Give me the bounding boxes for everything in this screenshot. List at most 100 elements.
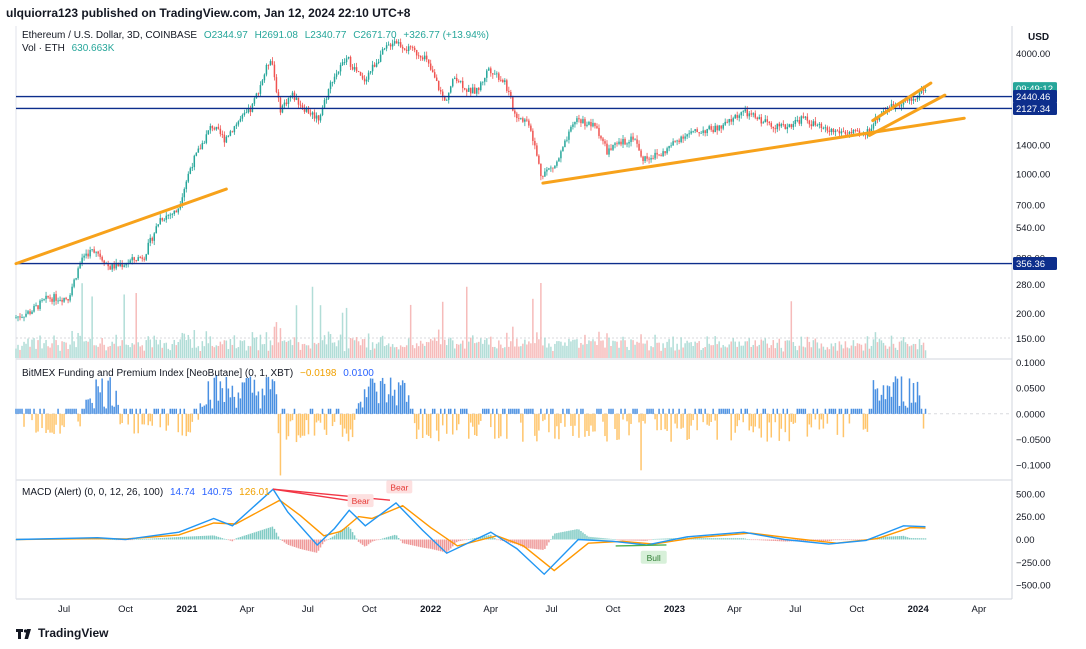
candle-body [379, 54, 382, 62]
candle-body [736, 115, 738, 118]
main-legend: Ethereum / U.S. Dollar, 3D, COINBASE O23… [22, 30, 493, 41]
volume-bar [165, 342, 168, 358]
volume-bar [858, 343, 861, 358]
funding-bar [676, 413, 678, 429]
funding-bar [353, 413, 356, 420]
candle-body [125, 264, 127, 266]
volume-bar [474, 343, 476, 358]
funding-bar [520, 413, 522, 423]
volume-bar [586, 344, 588, 358]
funding-bar [355, 408, 358, 414]
trend-line[interactable] [867, 93, 947, 137]
tradingview-logo[interactable]: TradingView [16, 626, 108, 640]
macd-histogram-bar [161, 537, 163, 540]
macd-histogram-bar [141, 539, 143, 540]
volume-bar [810, 347, 813, 358]
macd-histogram-bar [484, 536, 486, 540]
macd-histogram-bar [381, 538, 384, 540]
macd-histogram-bar [151, 538, 153, 540]
macd-histogram-bar [692, 537, 694, 540]
funding-bar [894, 376, 897, 414]
funding-bar [694, 408, 696, 414]
candle-body [317, 115, 320, 121]
candle-body [508, 90, 510, 92]
macd-histogram-bar [239, 536, 242, 540]
candle-body [395, 41, 398, 44]
funding-bar [119, 413, 121, 425]
trend-line[interactable] [541, 116, 966, 185]
candle-body [29, 311, 31, 314]
volume-bar [716, 344, 718, 358]
macd-histogram-bar [241, 536, 244, 540]
candle-body [197, 148, 200, 153]
candle-body [626, 143, 628, 145]
funding-bar [401, 380, 404, 414]
volume-bar [686, 340, 688, 358]
candle-body [137, 257, 139, 261]
macd-histogram-bar [447, 539, 450, 551]
volume-bar [738, 341, 740, 358]
candle-body [199, 148, 202, 150]
macd-histogram-bar [468, 539, 470, 540]
volume-bar [275, 322, 278, 358]
volume-bar [411, 345, 414, 358]
price-overlays [14, 81, 1012, 266]
funding-bar [734, 413, 736, 433]
volume-bar [427, 342, 430, 358]
funding-bar [666, 413, 668, 431]
volume-bar [674, 350, 676, 358]
candle-body [822, 127, 825, 129]
macd-histogram-bar [139, 539, 141, 540]
volume-bar [269, 340, 272, 358]
funding-bar [914, 402, 917, 414]
volume-bar [353, 340, 356, 358]
funding-bar [35, 413, 37, 433]
candle-body [676, 140, 678, 142]
volume-bar [676, 343, 678, 358]
volume-bar [500, 344, 502, 358]
candle-body [684, 136, 686, 139]
candle-body [169, 214, 172, 216]
macd-histogram-bar [714, 538, 716, 540]
volume-bar [99, 343, 101, 358]
volume-bar [197, 346, 200, 358]
funding-bar [143, 413, 145, 425]
candle-body [640, 150, 642, 157]
candle-body [504, 80, 506, 83]
macd-histogram-bar [638, 539, 640, 541]
volume-bar [403, 347, 406, 358]
funding-bar [97, 386, 99, 414]
volume-bar [247, 345, 250, 358]
candle-body [692, 130, 694, 132]
candle-body [750, 113, 752, 115]
funding-bar [271, 379, 274, 414]
price-label-text: 2127.34 [1016, 104, 1050, 115]
funding-bar [17, 408, 19, 414]
macd-histogram-bar [828, 539, 831, 541]
macd-histogram-bar [307, 539, 310, 551]
macd-histogram-bar [754, 539, 756, 541]
funding-bar [385, 402, 388, 414]
candle-body [275, 77, 278, 93]
funding-bar [836, 413, 839, 435]
volume-bar [273, 326, 276, 358]
funding-bar [105, 408, 107, 414]
macd-histogram-bar [293, 539, 296, 548]
volume-bar [670, 347, 672, 358]
macd-histogram-bar [528, 539, 530, 549]
candle-body [75, 278, 77, 280]
volume-bar [83, 341, 85, 358]
candle-body [433, 72, 436, 78]
candle-body [706, 128, 708, 134]
funding-bar [546, 408, 548, 414]
time-tick-label: Apr [972, 604, 987, 615]
macd-histogram-bar [299, 539, 302, 549]
trend-line[interactable] [14, 187, 228, 266]
candle-body [814, 121, 817, 126]
candle-body [522, 118, 524, 122]
funding-bar [229, 397, 232, 414]
trend-line[interactable] [871, 81, 933, 123]
funding-bar [201, 406, 204, 414]
candle-body [369, 71, 372, 73]
